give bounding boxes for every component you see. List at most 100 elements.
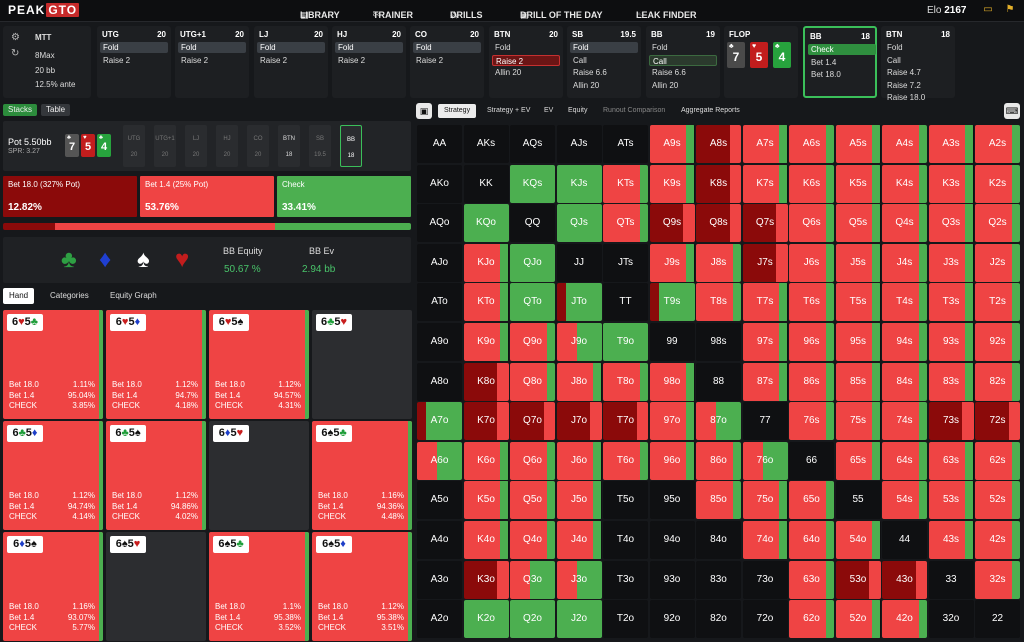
matrix-cell[interactable]: A4o bbox=[417, 521, 462, 559]
matrix-cell[interactable]: A9s bbox=[649, 125, 695, 163]
matrix-cell[interactable]: K2o bbox=[463, 600, 509, 639]
matrix-cell[interactable]: T8o bbox=[603, 362, 648, 401]
matrix-cell[interactable]: 83o bbox=[696, 560, 741, 599]
matrix-cell[interactable]: Q9o bbox=[510, 323, 555, 361]
matrix-cell[interactable]: JTo bbox=[556, 283, 602, 322]
matrix-cell[interactable]: AQo bbox=[417, 204, 462, 243]
matrix-cell[interactable]: 33 bbox=[928, 560, 974, 599]
matrix-cell[interactable]: 74o bbox=[742, 521, 788, 559]
matrix-cell[interactable]: Q3s bbox=[928, 204, 974, 243]
matrix-cell[interactable]: AJs bbox=[556, 125, 602, 163]
tab-equity-graph[interactable]: Equity Graph bbox=[110, 291, 157, 300]
matrix-cell[interactable]: ATo bbox=[417, 283, 462, 322]
matrix-cell[interactable]: 87o bbox=[696, 402, 741, 441]
matrix-cell[interactable]: Q9s bbox=[649, 204, 695, 243]
matrix-cell[interactable]: K2s bbox=[975, 164, 1020, 203]
matrix-cell[interactable]: 84o bbox=[696, 521, 741, 559]
matrix-cell[interactable]: 76s bbox=[789, 402, 834, 441]
matrix-cell[interactable]: K3o bbox=[463, 560, 509, 599]
matrix-cell[interactable]: JTs bbox=[603, 243, 648, 282]
matrix-cell[interactable]: 54s bbox=[882, 481, 927, 520]
matrix-cell[interactable]: J8o bbox=[556, 362, 602, 401]
matrix-cell[interactable]: 63s bbox=[928, 441, 974, 480]
matrix-cell[interactable]: 82o bbox=[696, 600, 741, 639]
matrix-cell[interactable]: A3o bbox=[417, 560, 462, 599]
matrix-cell[interactable]: K4s bbox=[882, 164, 927, 203]
action-bet-18-0[interactable]: Bet 18.0 bbox=[811, 70, 841, 79]
club-filter-icon[interactable]: ♣ bbox=[61, 246, 77, 273]
matrix-cell[interactable]: 98o bbox=[649, 362, 695, 401]
matrix-cell[interactable]: J7o bbox=[556, 402, 602, 441]
matrix-cell[interactable]: 85o bbox=[696, 481, 741, 520]
action-allin-20[interactable]: Allin 20 bbox=[495, 68, 522, 77]
action-raise-7-2[interactable]: Raise 7.2 bbox=[887, 80, 921, 90]
matrix-cell[interactable]: 53o bbox=[835, 560, 881, 599]
action-bet-1-4[interactable]: Bet 1.4 bbox=[811, 57, 837, 67]
matrix-cell[interactable]: A8s bbox=[696, 125, 741, 163]
action-fold[interactable]: Fold bbox=[495, 43, 511, 52]
seat-utg-plus-1[interactable]: UTG+1 20 bbox=[154, 125, 176, 167]
matrix-cell[interactable]: K7s bbox=[742, 164, 788, 203]
hand-combo-card[interactable]: 6♣5♠ Bet 18.0 1.12% Bet 1.4 94.86% CHECK 4.02% bbox=[106, 421, 206, 530]
matrix-cell[interactable]: A5s bbox=[835, 125, 881, 163]
tab-aggregate-reports[interactable]: Aggregate Reports bbox=[681, 107, 740, 114]
matrix-cell[interactable]: 52o bbox=[835, 600, 881, 639]
matrix-cell[interactable]: 65s bbox=[835, 441, 881, 480]
matrix-cell[interactable]: 76o bbox=[742, 441, 788, 480]
action-raise-6-6[interactable]: Raise 6.6 bbox=[652, 68, 686, 77]
seat-utg[interactable]: UTG 20 bbox=[123, 125, 145, 167]
matrix-cell[interactable]: 97s bbox=[742, 323, 788, 361]
matrix-cell[interactable]: K6s bbox=[789, 164, 834, 203]
action-fold[interactable]: Fold bbox=[652, 43, 668, 52]
matrix-cell[interactable]: A5o bbox=[417, 481, 462, 520]
tab-runout-comparison[interactable]: Runout Comparison bbox=[603, 107, 666, 114]
matrix-cell[interactable]: T5o bbox=[603, 481, 648, 520]
matrix-cell[interactable]: AKo bbox=[417, 164, 462, 203]
matrix-cell[interactable]: T8s bbox=[696, 283, 741, 322]
action-raise-2[interactable]: Raise 2 bbox=[181, 55, 209, 65]
matrix-cell[interactable]: A7s bbox=[742, 125, 788, 163]
matrix-cell[interactable]: QTs bbox=[603, 204, 648, 243]
matrix-cell[interactable]: 65o bbox=[789, 481, 834, 520]
matrix-cell[interactable]: 43o bbox=[882, 560, 927, 599]
action-call[interactable]: Call bbox=[573, 55, 587, 65]
app-logo[interactable]: PEAK GTO bbox=[8, 3, 80, 17]
matrix-cell[interactable]: 62o bbox=[789, 600, 834, 639]
matrix-cell[interactable]: JJ bbox=[556, 243, 602, 282]
matrix-cell[interactable]: 75s bbox=[835, 402, 881, 441]
matrix-cell[interactable]: 86o bbox=[696, 441, 741, 480]
matrix-cell[interactable]: Q7s bbox=[742, 204, 788, 243]
matrix-cell[interactable]: 96s bbox=[789, 323, 834, 361]
matrix-cell[interactable]: Q5s bbox=[835, 204, 881, 243]
matrix-cell[interactable]: K5o bbox=[463, 481, 509, 520]
action-raise-4-7[interactable]: Raise 4.7 bbox=[887, 68, 921, 77]
position-btn-column[interactable]: BTN 20 Fold Raise 2 Allin 20 bbox=[489, 26, 563, 98]
action-raise-2[interactable]: Raise 2 bbox=[492, 54, 560, 66]
action-raise-6-6[interactable]: Raise 6.6 bbox=[573, 68, 607, 77]
matrix-cell[interactable]: K6o bbox=[463, 441, 509, 480]
matrix-cell[interactable]: Q6o bbox=[510, 441, 555, 480]
position-lj-column[interactable]: LJ 20 Fold Raise 2 bbox=[254, 26, 328, 98]
matrix-cell[interactable]: J7s bbox=[742, 243, 788, 282]
matrix-cell[interactable]: 43s bbox=[928, 521, 974, 559]
strategy-option-0[interactable]: Bet 18.0 (327% Pot) 12.82% bbox=[3, 176, 137, 217]
matrix-cell[interactable]: Q5o bbox=[510, 481, 555, 520]
matrix-cell[interactable]: T9o bbox=[603, 323, 648, 361]
matrix-cell[interactable]: J2s bbox=[975, 243, 1020, 282]
action-fold[interactable]: Fold bbox=[257, 42, 325, 53]
matrix-cell[interactable]: 64o bbox=[789, 521, 834, 559]
matrix-cell[interactable]: QQ bbox=[510, 204, 555, 243]
matrix-cell[interactable]: 84s bbox=[882, 362, 927, 401]
matrix-cell[interactable]: KTo bbox=[463, 283, 509, 322]
diamond-filter-icon[interactable]: ♦ bbox=[99, 246, 112, 273]
seat-lj[interactable]: LJ 20 bbox=[185, 125, 207, 167]
matrix-cell[interactable]: 42s bbox=[975, 521, 1020, 559]
position-btn-column[interactable]: BTN 18 Fold Call Raise 4.7 Raise 7.2 Raise 18.… bbox=[881, 26, 955, 102]
matrix-cell[interactable]: Q8o bbox=[510, 362, 555, 401]
action-raise-2[interactable]: Raise 2 bbox=[260, 55, 288, 65]
matrix-cell[interactable]: J5s bbox=[835, 243, 881, 282]
matrix-cell[interactable]: T9s bbox=[649, 283, 695, 322]
position-flop-column[interactable]: FLOP ♣ 7 ♥ 5 ♣ 4 bbox=[724, 26, 798, 98]
position-hj-column[interactable]: HJ 20 Fold Raise 2 bbox=[332, 26, 406, 98]
matrix-cell[interactable]: T2o bbox=[603, 600, 648, 639]
